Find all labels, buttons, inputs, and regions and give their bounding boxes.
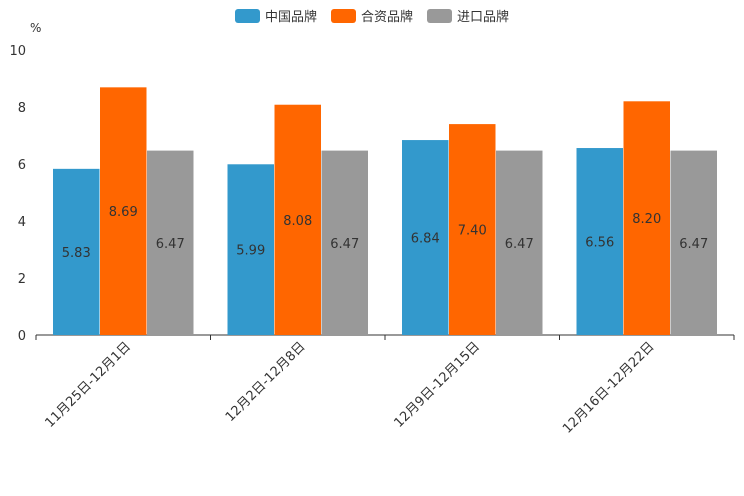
bar-1-2: [321, 150, 368, 335]
data-label: 6.47: [330, 237, 359, 252]
bar-2-1: [449, 124, 496, 335]
legend-item-china-brand[interactable]: 中国品牌: [234, 6, 317, 25]
bar-1-0: [227, 164, 274, 335]
data-label: 7.40: [458, 224, 487, 239]
legend-label-imported-brand: 进口品牌: [457, 10, 510, 25]
data-label: 5.83: [62, 246, 91, 261]
legend-swatch-imported-brand: [427, 8, 452, 23]
chart-legend: 中国品牌 合资品牌 进口品牌: [0, 6, 744, 25]
legend-swatch-joint-venture-brand: [330, 8, 356, 23]
y-tick-label: 10: [9, 44, 26, 59]
y-tick-label: 6: [18, 158, 26, 173]
y-tick-label: 8: [18, 101, 26, 116]
bar-3-0: [576, 148, 623, 335]
data-label: 6.47: [156, 237, 185, 252]
legend-label-china-brand: 中国品牌: [264, 10, 317, 25]
x-tick-label: 12月2日-12月8日: [223, 339, 309, 425]
bar-3-1: [623, 101, 670, 335]
y-tick-label: 2: [18, 272, 26, 287]
legend-item-imported-brand[interactable]: 进口品牌: [427, 6, 509, 25]
legend-label-joint-venture-brand: 合资品牌: [360, 10, 413, 25]
data-label: 8.69: [109, 205, 138, 220]
bar-1-1: [274, 104, 321, 335]
data-label: 8.20: [632, 212, 661, 227]
data-label: 6.84: [411, 232, 440, 247]
bar-2-2: [496, 150, 543, 335]
bar-0-2: [147, 150, 194, 335]
legend-item-joint-venture-brand[interactable]: 合资品牌: [330, 6, 413, 25]
data-label: 6.56: [585, 236, 614, 251]
legend-swatch-china-brand: [234, 8, 260, 23]
x-tick-label: 11月25日-12月1日: [42, 339, 134, 431]
bar-2-0: [402, 140, 449, 335]
y-axis-unit-label: %: [30, 21, 42, 35]
x-tick-label: 12月16日-12月22日: [560, 339, 657, 436]
y-tick-label: 0: [18, 329, 26, 344]
x-tick-label: 12月9日-12月15日: [391, 339, 483, 431]
data-label: 8.08: [283, 214, 312, 229]
data-label: 5.99: [236, 244, 265, 259]
y-tick-label: 4: [18, 215, 26, 230]
bar-0-0: [53, 168, 100, 335]
bar-3-2: [670, 150, 717, 335]
data-label: 6.47: [505, 237, 534, 252]
data-label: 6.47: [679, 237, 708, 252]
bar-0-1: [100, 87, 147, 336]
